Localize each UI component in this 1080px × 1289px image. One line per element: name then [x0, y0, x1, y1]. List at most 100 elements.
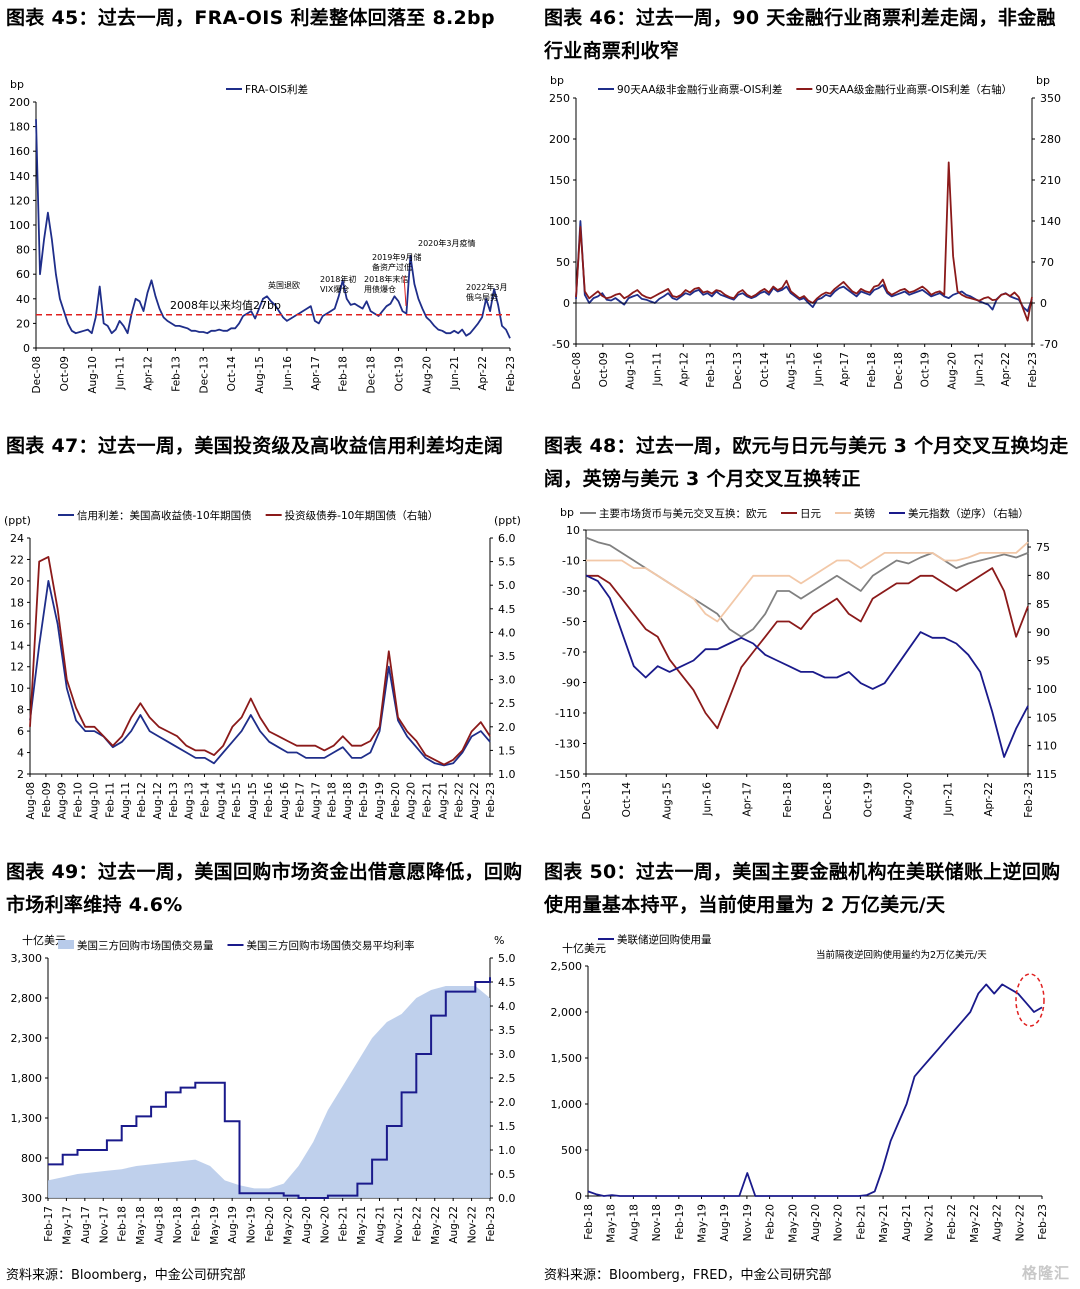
y-tick-label: -150 — [555, 768, 580, 781]
chart-50-svg: 0 500 1,000 1,500 2,000 2,500 十亿美元 Feb-18 May-18… — [551, 933, 1050, 1243]
x-tick-label: Aug-21 — [901, 1204, 913, 1242]
x-tick-label: Feb-12 — [136, 782, 148, 818]
y-right-tick-label: 3.0 — [498, 674, 516, 687]
y-right-unit-label: (ppt) — [494, 514, 521, 527]
y-right-tick-label: 210 — [1040, 174, 1061, 187]
y-tick-label: 300 — [21, 1192, 42, 1205]
legend-label: 日元 — [800, 508, 821, 520]
x-tick-label: Feb-22 — [411, 1206, 423, 1242]
x-tick-label: Aug-20 — [406, 782, 418, 820]
y-right-tick-label: 2.0 — [498, 1096, 516, 1109]
y-tick-label: 2,000 — [551, 1006, 583, 1019]
x-tick-label: Aug-18 — [628, 1204, 640, 1242]
x-tick-label: May-19 — [697, 1204, 709, 1243]
x-tick-label: Jun-16 — [702, 782, 714, 817]
x-tick-label: Aug-08 — [25, 782, 37, 820]
x-tick-label: Feb-21 — [338, 1206, 350, 1242]
y-tick-label: 200 — [9, 96, 30, 109]
x-tick-label: Aug-19 — [227, 1206, 239, 1244]
y-tick-label: 0 — [575, 1190, 582, 1203]
y-right-tick-label: 4.5 — [498, 976, 516, 989]
y-right-tick-label: 95 — [1036, 655, 1050, 668]
y-right-tick-label: 2.0 — [498, 721, 516, 734]
x-tick-label: Nov-22 — [467, 1206, 479, 1243]
y-right-tick-label: 0.0 — [498, 1192, 516, 1205]
y-right-tick-label: 3.0 — [498, 1048, 516, 1061]
y-tick-label: 250 — [549, 92, 570, 105]
x-tick-label: Apr-22 — [1000, 352, 1012, 387]
x-tick-label: Nov-21 — [393, 1206, 405, 1243]
x-tick-label: Feb-21 — [422, 782, 434, 818]
x-tick-label: Aug-20 — [902, 782, 914, 820]
y-tick-label: 1,500 — [551, 1052, 583, 1065]
y-tick-label: 100 — [9, 219, 30, 232]
x-tick-label: May-22 — [969, 1204, 981, 1243]
x-tick-label: Aug-22 — [469, 782, 481, 820]
x-tick-label: May-21 — [356, 1206, 368, 1245]
x-tick-label: Feb-20 — [765, 1204, 777, 1240]
x-tick-label: Dec-18 — [893, 352, 905, 389]
x-tick-label: Feb-23 — [485, 1206, 497, 1242]
event-label: 备资产过低 — [372, 262, 412, 272]
series-line — [29, 580, 491, 767]
y-right-unit-label: bp — [1036, 74, 1050, 87]
x-tick-label: Feb-17 — [43, 1206, 55, 1242]
y-right-tick-label: 90 — [1036, 626, 1050, 639]
x-tick-label: Aug-18 — [154, 1206, 166, 1244]
y-right-tick-label: -70 — [1040, 338, 1058, 351]
x-tick-label: Nov-20 — [319, 1206, 331, 1243]
chart-45: 0 20 40 60 80 100 120 140 160 180 200 bp Dec-08 Oct-0… — [0, 72, 540, 402]
x-tick-label: Dec-18 — [366, 356, 378, 393]
y-tick-label: 2,500 — [551, 960, 583, 973]
y-right-tick-label: 5.0 — [498, 579, 516, 592]
chart-46-svg: -50 0 50 100 150 200 250 bp -70 0 70 140 210 280 350 bp… — [549, 74, 1061, 390]
reverse-repo-annotation: 当前隔夜逆回购使用量约为2万亿美元/天 — [816, 949, 987, 961]
y-unit-label: 十亿美元 — [22, 933, 66, 947]
x-tick-label: Aug-09 — [57, 782, 69, 820]
x-tick-label: Feb-18 — [782, 782, 794, 818]
x-tick-label: Feb-14 — [199, 782, 211, 818]
y-tick-label: 12 — [10, 661, 24, 674]
chart-49: 300 800 1,300 1,800 2,300 2,800 3,300 十亿美元 0.0 0.… — [0, 928, 540, 1258]
x-tick-label: Aug-20 — [947, 352, 959, 390]
x-tick-label: Aug-15 — [661, 782, 673, 820]
x-tick-label: Nov-18 — [651, 1204, 663, 1241]
y-tick-label: 10 — [10, 682, 24, 695]
x-tick-label: Apr-22 — [477, 356, 489, 391]
x-tick-label: Feb-19 — [674, 1204, 686, 1240]
y-tick-label: 2 — [17, 768, 24, 781]
x-tick-label: Apr-17 — [839, 352, 851, 387]
y-right-tick-label: 280 — [1040, 133, 1061, 146]
y-tick-label: 160 — [9, 145, 30, 158]
x-tick-label: Feb-18 — [583, 1204, 595, 1240]
y-right-tick-label: 6.0 — [498, 532, 516, 545]
y-tick-label: 1,000 — [551, 1098, 583, 1111]
y-tick-label: 16 — [10, 618, 24, 631]
y-right-tick-label: 3.5 — [498, 1024, 516, 1037]
legend-label: 美国三方回购市场国债交易量 — [77, 939, 214, 952]
x-tick-label: Apr-12 — [143, 356, 155, 391]
y-right-tick-label: 0.5 — [498, 1168, 516, 1181]
x-tick-label: Feb-23 — [485, 782, 497, 818]
x-tick-label: Feb-16 — [263, 782, 275, 818]
x-tick-label: Feb-09 — [41, 782, 53, 818]
x-tick-label: Oct-14 — [226, 356, 238, 392]
x-tick-label: Jun-11 — [651, 352, 663, 387]
y-right-tick-label: 75 — [1036, 541, 1050, 554]
x-tick-label: Feb-17 — [295, 782, 307, 818]
x-tick-label: Feb-10 — [73, 782, 85, 818]
series-line — [575, 220, 1033, 313]
y-tick-label: -110 — [555, 707, 580, 720]
y-tick-label: 180 — [9, 121, 30, 134]
x-tick-label: Feb-18 — [338, 356, 350, 392]
y-tick-label: 8 — [17, 704, 24, 717]
legend-label: FRA-OIS利差 — [245, 83, 308, 96]
chart-49-title: 图表 49：过去一周，美国回购市场资金出借意愿降低，回购市场利率维持 4.6% — [6, 861, 523, 916]
y-unit-label: bp — [560, 506, 574, 519]
event-label: 2018年末信 — [364, 274, 408, 284]
y-tick-label: 60 — [16, 268, 30, 281]
y-right-tick-label: 1.0 — [498, 768, 516, 781]
series-line — [29, 556, 491, 766]
y-tick-label: -130 — [555, 738, 580, 751]
x-tick-label: Feb-21 — [855, 1204, 867, 1240]
